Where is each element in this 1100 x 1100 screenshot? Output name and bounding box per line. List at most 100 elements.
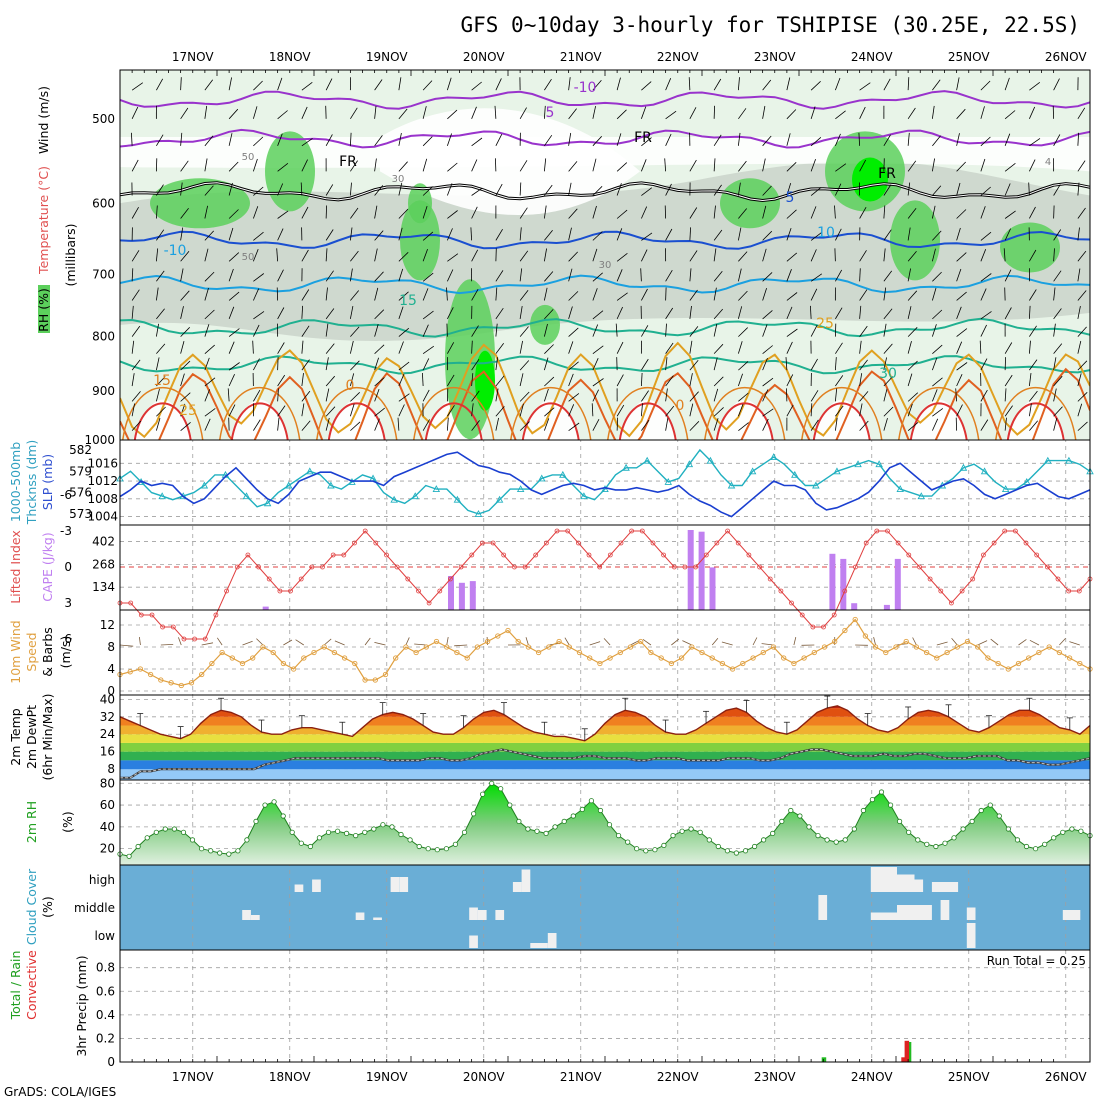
wind-barb bbox=[980, 273, 992, 282]
surface-wind-barb bbox=[682, 640, 692, 646]
date-label-bottom: 17NOV bbox=[172, 1070, 214, 1084]
thickness-marker bbox=[580, 492, 588, 500]
wind-barb bbox=[907, 403, 913, 417]
wind-ylabel: (m/s) bbox=[58, 636, 73, 669]
wind-barb bbox=[956, 362, 968, 371]
wind-barb bbox=[131, 82, 144, 91]
lifted-index-marker bbox=[522, 564, 528, 570]
cloud-cell bbox=[390, 877, 400, 892]
wind-barb bbox=[713, 134, 722, 147]
lifted-index-marker bbox=[138, 612, 144, 618]
wind-barb bbox=[277, 269, 284, 282]
rh-marker bbox=[407, 837, 413, 843]
wind-barb bbox=[689, 289, 698, 301]
wind-barb bbox=[543, 388, 549, 402]
contour-label: 15 bbox=[153, 373, 171, 389]
wind-barb bbox=[762, 79, 772, 91]
surface-wind-barb bbox=[752, 637, 758, 646]
wind-barb bbox=[301, 138, 313, 147]
wind-barb bbox=[810, 324, 818, 337]
wind-barb bbox=[835, 375, 844, 387]
wind-barb bbox=[471, 325, 479, 337]
upper-axis-label-rh: RH (%) bbox=[36, 288, 51, 332]
wind-barb bbox=[641, 325, 649, 337]
rh-legend-swatch bbox=[38, 285, 50, 333]
wind-barb bbox=[204, 377, 216, 387]
wind-barb bbox=[374, 287, 379, 301]
wind-barb bbox=[1029, 390, 1038, 402]
wind-speed-marker bbox=[464, 655, 470, 661]
rh-contour-label: 30 bbox=[599, 260, 612, 271]
wind-barb bbox=[156, 184, 164, 196]
wind-barb bbox=[762, 310, 773, 320]
thickness-marker bbox=[158, 492, 166, 500]
wind-speed-marker bbox=[321, 644, 327, 650]
wind-speed-marker bbox=[607, 655, 613, 661]
wind-barb bbox=[447, 162, 458, 172]
contour-label: 5 bbox=[546, 105, 555, 121]
thickness-marker bbox=[411, 492, 419, 500]
cape-bar bbox=[698, 531, 705, 610]
surface-wind-barb bbox=[364, 637, 371, 646]
thickness-marker bbox=[854, 460, 862, 468]
wind-barb bbox=[980, 419, 989, 431]
cape-axis-label: CAPE (J/kg) bbox=[40, 532, 55, 602]
wind-barb bbox=[374, 248, 378, 262]
wind-barb bbox=[1029, 138, 1041, 147]
wind-barb bbox=[883, 78, 891, 91]
wind-barb bbox=[422, 80, 433, 91]
rh-marker bbox=[860, 807, 867, 814]
wind-barb bbox=[398, 182, 403, 196]
date-label-bottom: 26NOV bbox=[1045, 1070, 1087, 1084]
date-label-bottom: 22NOV bbox=[657, 1070, 699, 1084]
wind-barb bbox=[689, 107, 697, 120]
wind-barb bbox=[325, 357, 329, 371]
surface-wind-barb bbox=[873, 637, 876, 646]
wind-barb bbox=[932, 408, 944, 417]
wind-barb bbox=[349, 306, 354, 319]
wind-barb bbox=[398, 393, 410, 402]
wind-speed-marker bbox=[1036, 649, 1042, 656]
wind-barb bbox=[762, 205, 767, 219]
lifted-index-marker bbox=[544, 540, 549, 546]
rh-marker bbox=[679, 828, 685, 834]
wind-speed-marker bbox=[770, 644, 777, 650]
wind-barb bbox=[300, 182, 303, 196]
wind-speed-marker bbox=[433, 638, 440, 645]
lifted-index-line bbox=[120, 530, 1091, 640]
rh-marker bbox=[942, 840, 948, 846]
lifted-index-marker bbox=[426, 600, 432, 606]
wind-barb bbox=[252, 206, 259, 219]
wind-barb bbox=[641, 137, 652, 147]
wind-barb bbox=[1004, 269, 1012, 282]
wind-barb bbox=[956, 77, 960, 91]
wind-barb bbox=[980, 206, 986, 219]
cape-tick-label: 134 bbox=[92, 580, 115, 594]
wind-barb bbox=[1077, 306, 1081, 319]
wind-barb bbox=[859, 82, 871, 91]
wind-barb bbox=[397, 417, 400, 431]
wind-barb bbox=[277, 77, 283, 91]
lifted-index-marker bbox=[927, 576, 933, 582]
rh-marker bbox=[987, 802, 993, 808]
temp-content bbox=[120, 695, 1090, 780]
slp-line bbox=[119, 451, 1091, 518]
wind-barb bbox=[253, 324, 260, 337]
upper-ytick-label: 600 bbox=[92, 196, 115, 210]
thickness-marker bbox=[917, 492, 926, 500]
temp-tick-label: 32 bbox=[100, 710, 115, 724]
wind-speed-marker bbox=[811, 649, 817, 656]
lifted-index-marker bbox=[202, 636, 208, 642]
lifted-index-marker bbox=[416, 588, 421, 594]
surface-wind-barb bbox=[216, 637, 223, 646]
surface-wind-barb bbox=[721, 641, 733, 646]
wind-barb bbox=[932, 185, 942, 196]
lifted-index-marker bbox=[469, 552, 475, 558]
wind-barb bbox=[131, 305, 134, 319]
wind-speed-marker bbox=[872, 644, 879, 650]
lifted-index-marker bbox=[405, 576, 411, 582]
wind-barb bbox=[1004, 388, 1007, 402]
cloud-cell bbox=[530, 943, 548, 948]
wind-barb bbox=[1077, 340, 1082, 354]
wind-barb bbox=[325, 78, 333, 91]
